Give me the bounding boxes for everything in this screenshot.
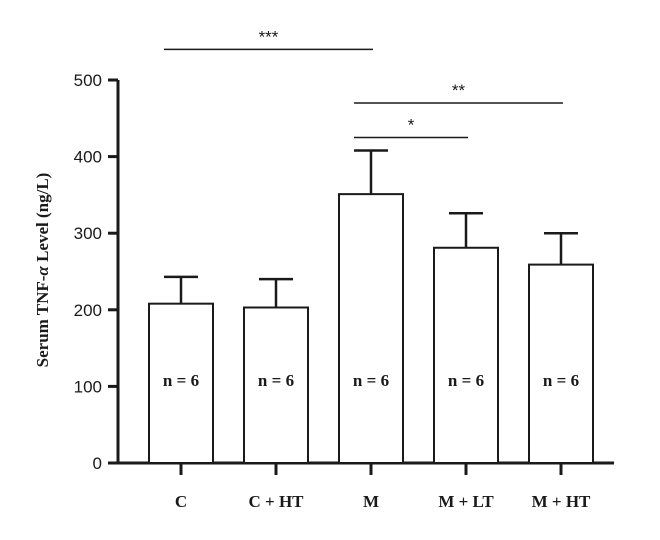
y-tick-label: 100 [74, 377, 102, 396]
bar [338, 193, 404, 464]
x-tick-label: C [175, 492, 187, 511]
y-axis-label: Serum TNF-α Level (ng/L) [33, 173, 52, 368]
bar-n-label: n = 6 [448, 371, 484, 390]
significance-label: * [408, 115, 415, 134]
x-tick-label: C + HT [248, 492, 304, 511]
bar [148, 302, 214, 464]
x-tick-label: M + HT [532, 492, 591, 511]
significance-annotations: ****** [164, 27, 563, 139]
y-tick-label: 500 [74, 71, 102, 90]
bar-n-label: n = 6 [353, 371, 389, 390]
y-tick-label: 400 [74, 148, 102, 167]
bar [243, 306, 309, 465]
y-tick-label: 200 [74, 301, 102, 320]
bar-n-label: n = 6 [163, 371, 199, 390]
x-tick-label: M [363, 492, 379, 511]
x-tick-label: M + LT [438, 492, 494, 511]
significance-label: *** [259, 27, 279, 46]
significance-label: ** [452, 81, 466, 100]
bar-n-label: n = 6 [543, 371, 579, 390]
bar [528, 263, 594, 464]
y-tick-label: 0 [93, 454, 102, 473]
bar [433, 246, 499, 464]
y-tick-label: 300 [74, 224, 102, 243]
bars: n = 6 n = 6 n = 6 n = 6 n = 6 [148, 149, 594, 465]
bar-n-label: n = 6 [258, 371, 294, 390]
